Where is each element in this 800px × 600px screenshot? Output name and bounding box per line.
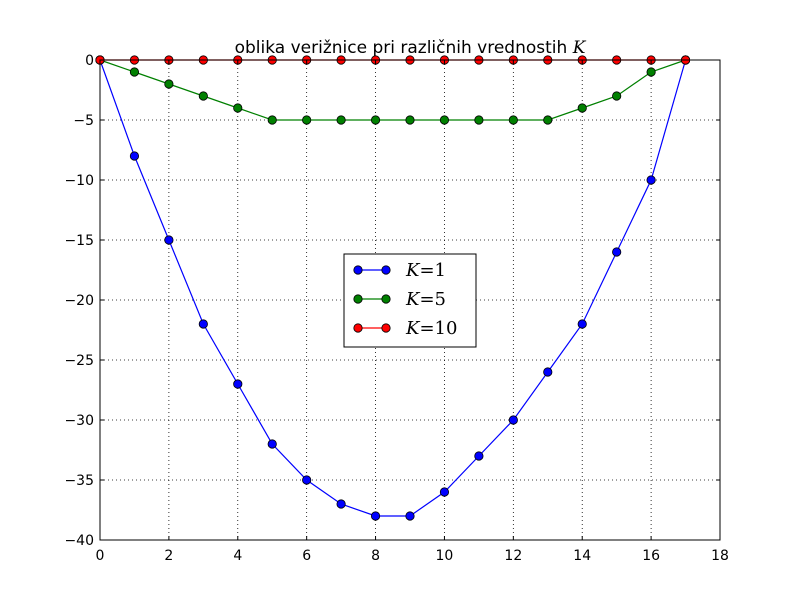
y-tick-label: −40 <box>64 533 94 549</box>
x-tick-label: 10 <box>436 548 454 564</box>
chart-title: oblika verižnice pri različnih vrednosti… <box>235 38 587 58</box>
data-point <box>508 415 518 425</box>
data-point <box>370 115 381 125</box>
y-tick-label: −5 <box>73 113 94 129</box>
x-tick-label: 0 <box>96 548 105 564</box>
data-point <box>646 67 656 77</box>
data-point <box>577 103 587 113</box>
data-point <box>612 91 622 101</box>
series-line <box>99 59 687 517</box>
data-point <box>164 235 174 245</box>
ticks: 0 2 4 6 8 10 12 14 16 18 0 −5 −10 −15 −20 −25 −30 −35 −40 <box>64 53 728 564</box>
legend-marker <box>353 294 363 304</box>
y-tick-label: −20 <box>64 293 94 309</box>
x-tick-label: 16 <box>642 548 660 564</box>
data-point <box>198 319 208 329</box>
y-tick-label: −25 <box>64 353 94 369</box>
series-1 <box>95 55 691 521</box>
legend-label: K=1 <box>405 260 446 281</box>
y-tick-label: 0 <box>85 53 94 69</box>
x-tick-label: 8 <box>371 548 380 564</box>
data-point <box>198 91 208 101</box>
legend-label-variable: K <box>405 260 421 281</box>
data-point <box>370 511 381 521</box>
legend-entry: K=5 <box>353 289 446 310</box>
x-tick-label: 12 <box>504 548 522 564</box>
data-point <box>129 151 140 161</box>
data-point <box>543 367 553 377</box>
data-point <box>164 79 174 89</box>
data-point <box>439 115 450 125</box>
data-point <box>129 67 140 77</box>
legend-marker <box>381 294 391 304</box>
legend-marker <box>381 265 391 275</box>
legend-marker <box>353 265 363 275</box>
data-point <box>336 499 346 509</box>
data-point <box>439 487 450 497</box>
data-point <box>405 511 415 521</box>
x-tick-label: 6 <box>302 548 311 564</box>
x-tick-label: 18 <box>711 548 729 564</box>
data-point <box>302 115 312 125</box>
data-point <box>233 103 243 113</box>
data-point <box>543 115 553 125</box>
y-tick-label: −15 <box>64 233 94 249</box>
chart-title-text: oblika verižnice pri različnih vrednosti… <box>235 38 573 58</box>
x-tick-label: 2 <box>164 548 173 564</box>
data-point <box>474 115 484 125</box>
legend-label-value: =1 <box>419 260 446 281</box>
data-point <box>336 115 346 125</box>
data-point <box>267 115 277 125</box>
legend-label: K=5 <box>405 289 446 310</box>
data-point <box>233 379 243 389</box>
legend-label-value: =5 <box>419 289 446 310</box>
legend: K=1K=5K=10 <box>343 253 477 348</box>
legend-entry: K=1 <box>353 260 446 281</box>
y-tick-label: −30 <box>64 413 94 429</box>
chart-title-variable: K <box>572 38 587 58</box>
legend-marker <box>381 323 391 333</box>
series-line <box>99 59 686 121</box>
data-point <box>612 247 622 257</box>
data-point <box>405 115 415 125</box>
y-tick-label: −35 <box>64 473 94 489</box>
series-2 <box>95 55 691 125</box>
data-point <box>474 451 484 461</box>
y-tick-label: −10 <box>64 173 94 189</box>
data-point <box>302 475 312 485</box>
legend-label-value: =10 <box>419 318 457 339</box>
data-point <box>267 439 277 449</box>
data-point <box>508 115 518 125</box>
legend-label-variable: K <box>405 289 421 310</box>
data-point <box>577 319 587 329</box>
legend-marker <box>353 323 363 333</box>
legend-label-variable: K <box>405 318 421 339</box>
legend-entry: K=10 <box>353 318 457 339</box>
data-point <box>646 175 656 185</box>
legend-label: K=10 <box>405 318 457 339</box>
x-tick-label: 14 <box>573 548 591 564</box>
x-tick-label: 4 <box>233 548 242 564</box>
